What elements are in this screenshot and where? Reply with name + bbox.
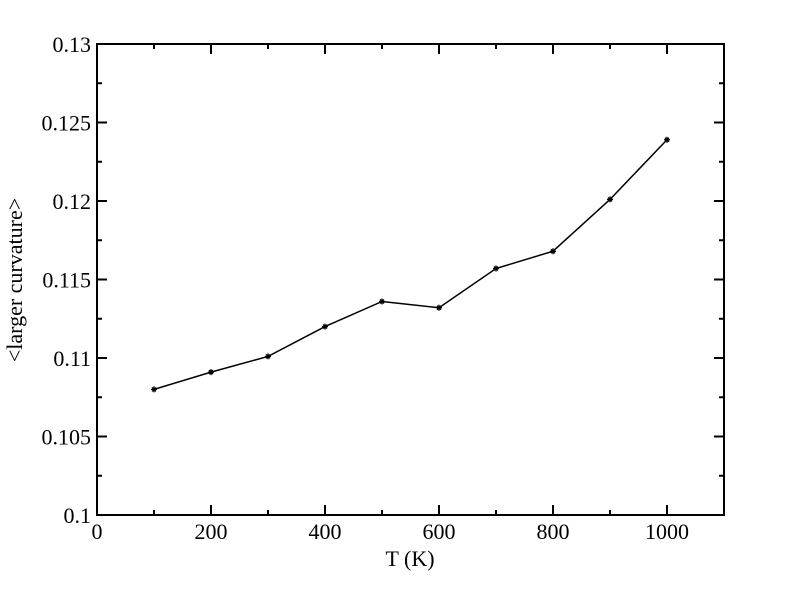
data-marker <box>208 369 214 376</box>
y-tick-label: 0.11 <box>53 346 91 371</box>
data-marker <box>550 248 556 255</box>
x-tick-label: 200 <box>195 519 228 544</box>
plot-frame <box>96 43 725 516</box>
data-marker <box>664 136 670 143</box>
x-tick-label: 400 <box>309 519 342 544</box>
y-tick-label: 0.125 <box>42 111 92 136</box>
data-marker <box>265 353 271 360</box>
x-axis-label: T (K) <box>385 546 434 571</box>
data-marker <box>379 298 385 305</box>
data-line <box>153 139 668 391</box>
y-tick-label: 0.1 <box>64 503 92 528</box>
x-tick-label: 1000 <box>645 519 689 544</box>
data-marker <box>607 196 613 203</box>
x-tick-label: 600 <box>423 519 456 544</box>
x-tick-label: 0 <box>92 519 103 544</box>
data-marker <box>436 304 442 311</box>
y-tick-label: 0.105 <box>42 425 92 450</box>
y-tick-label: 0.115 <box>42 268 91 293</box>
data-marker <box>493 265 499 272</box>
data-marker <box>322 323 328 330</box>
y-tick-label: 0.13 <box>53 32 92 57</box>
y-tick-label: 0.12 <box>53 189 92 214</box>
data-marker <box>151 386 157 393</box>
y-axis-label: <larger curvature> <box>2 198 27 362</box>
x-tick-label: 800 <box>537 519 570 544</box>
